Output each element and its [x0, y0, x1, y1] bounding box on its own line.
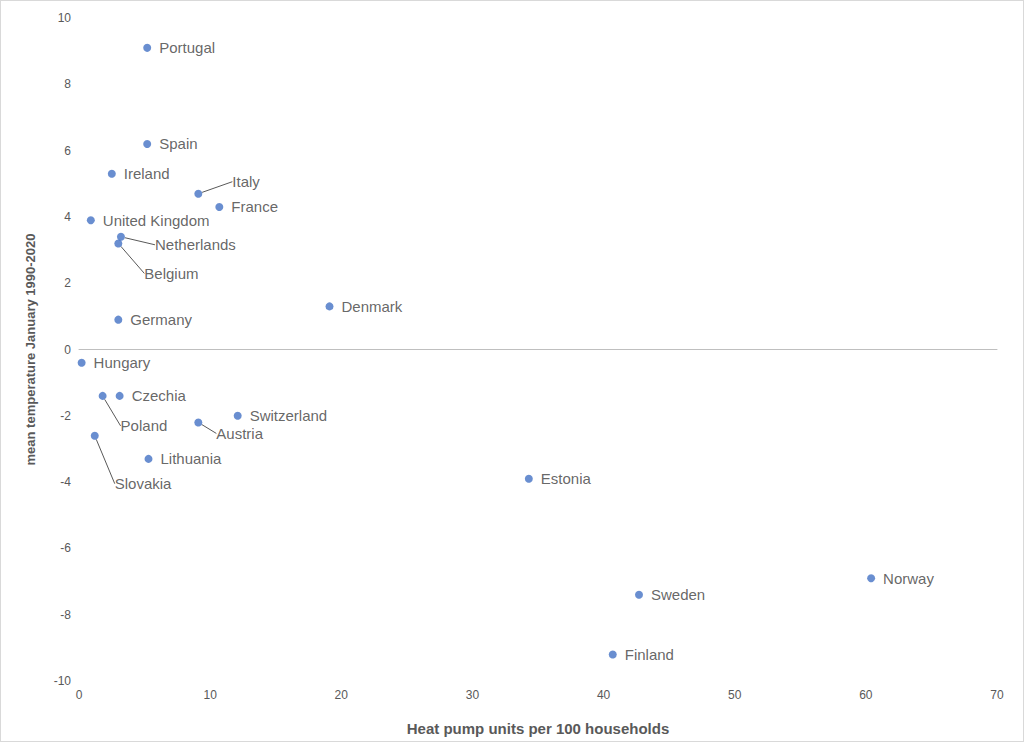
- svg-text:Portugal: Portugal: [159, 39, 215, 56]
- svg-text:40: 40: [597, 688, 611, 702]
- svg-text:Slovakia: Slovakia: [115, 475, 172, 492]
- svg-text:20: 20: [335, 688, 349, 702]
- svg-text:10: 10: [203, 688, 217, 702]
- svg-text:Netherlands: Netherlands: [155, 236, 236, 253]
- svg-text:Czechia: Czechia: [132, 387, 187, 404]
- svg-text:Belgium: Belgium: [144, 265, 198, 282]
- svg-text:Spain: Spain: [159, 135, 197, 152]
- svg-text:50: 50: [728, 688, 742, 702]
- svg-text:Estonia: Estonia: [541, 470, 592, 487]
- svg-text:Lithuania: Lithuania: [161, 450, 223, 467]
- svg-text:8: 8: [64, 77, 71, 91]
- svg-text:-10: -10: [54, 674, 72, 688]
- svg-text:-8: -8: [60, 608, 71, 622]
- svg-text:0: 0: [64, 343, 71, 357]
- svg-text:Austria: Austria: [216, 425, 263, 442]
- svg-text:Italy: Italy: [232, 173, 260, 190]
- svg-text:-6: -6: [60, 541, 71, 555]
- svg-text:United Kingdom: United Kingdom: [103, 212, 210, 229]
- svg-text:France: France: [231, 198, 278, 215]
- svg-text:4: 4: [64, 210, 71, 224]
- svg-text:10: 10: [58, 11, 72, 25]
- svg-text:Sweden: Sweden: [651, 586, 705, 603]
- svg-text:Ireland: Ireland: [124, 165, 170, 182]
- svg-text:30: 30: [466, 688, 480, 702]
- svg-text:Poland: Poland: [121, 417, 168, 434]
- svg-text:-2: -2: [60, 409, 71, 423]
- svg-text:70: 70: [990, 688, 1004, 702]
- svg-text:0: 0: [76, 688, 83, 702]
- svg-text:Finland: Finland: [625, 646, 674, 663]
- svg-text:-4: -4: [60, 475, 71, 489]
- svg-text:60: 60: [859, 688, 873, 702]
- svg-text:2: 2: [64, 276, 71, 290]
- svg-text:Denmark: Denmark: [341, 298, 402, 315]
- svg-text:Hungary: Hungary: [94, 354, 151, 371]
- svg-text:Norway: Norway: [883, 570, 934, 587]
- svg-text:Heat pump units per 100 househ: Heat pump units per 100 households: [407, 720, 670, 737]
- svg-text:6: 6: [64, 144, 71, 158]
- svg-text:mean temperature January 1990-: mean temperature January 1990-2020: [23, 234, 38, 466]
- svg-text:Germany: Germany: [130, 311, 192, 328]
- svg-text:Switzerland: Switzerland: [250, 407, 328, 424]
